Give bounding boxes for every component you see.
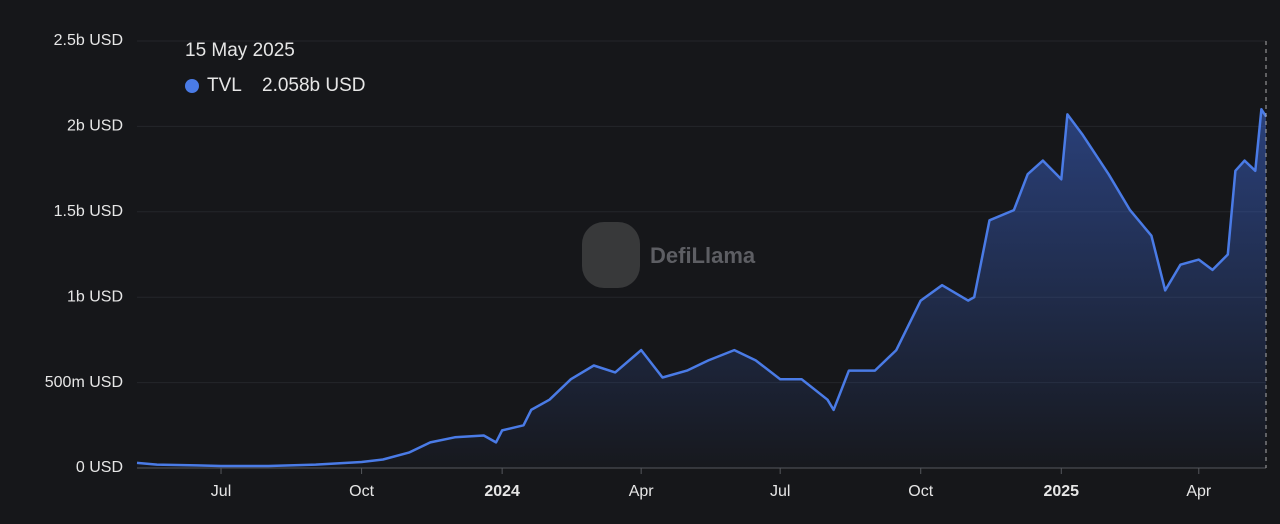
y-tick-label: 1.5b USD — [54, 203, 123, 220]
watermark-logo — [582, 222, 640, 288]
x-tick-label: 2025 — [1043, 483, 1079, 500]
legend-label: TVL — [207, 75, 242, 96]
y-tick-label: 2b USD — [67, 118, 123, 135]
x-tick-label: Apr — [629, 483, 655, 500]
x-tick-label: Oct — [908, 483, 933, 500]
y-tick-label: 2.5b USD — [54, 32, 123, 49]
line — [136, 108, 1268, 468]
x-tick-label: 2024 — [484, 483, 520, 500]
watermark: DefiLlama — [650, 243, 756, 268]
area — [137, 109, 1266, 469]
legend-swatch — [185, 79, 199, 93]
logo-shape — [582, 222, 640, 288]
x-tick-label: Jul — [770, 483, 790, 500]
x-tick-label: Jul — [211, 483, 231, 500]
tooltip-value: 2.058b USD — [262, 75, 366, 96]
x-tick-label: Apr — [1186, 483, 1212, 500]
x-tick-label: Oct — [349, 483, 374, 500]
y-tick-label: 1b USD — [67, 288, 123, 305]
tooltip-date: 15 May 2025 — [185, 40, 295, 61]
y-tick-label: 0 USD — [76, 459, 123, 476]
y-tick-label: 500m USD — [45, 374, 123, 391]
